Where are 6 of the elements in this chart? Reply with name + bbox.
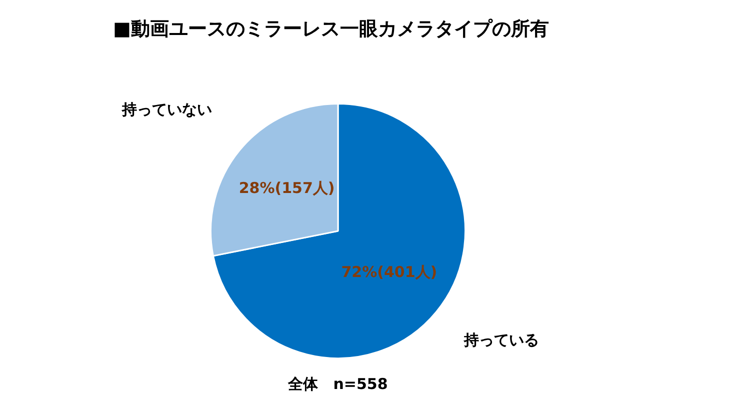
slice-label: 持っている: [463, 331, 540, 350]
data-label: 28%(157人): [238, 178, 335, 197]
chart-title: ■動画ユースのミラーレス一眼カメラタイプの所有: [113, 18, 549, 40]
slice-label: 持っていない: [120, 100, 212, 119]
data-label: 72%(401人): [341, 262, 438, 281]
text: 全体 n=558: [287, 374, 388, 393]
